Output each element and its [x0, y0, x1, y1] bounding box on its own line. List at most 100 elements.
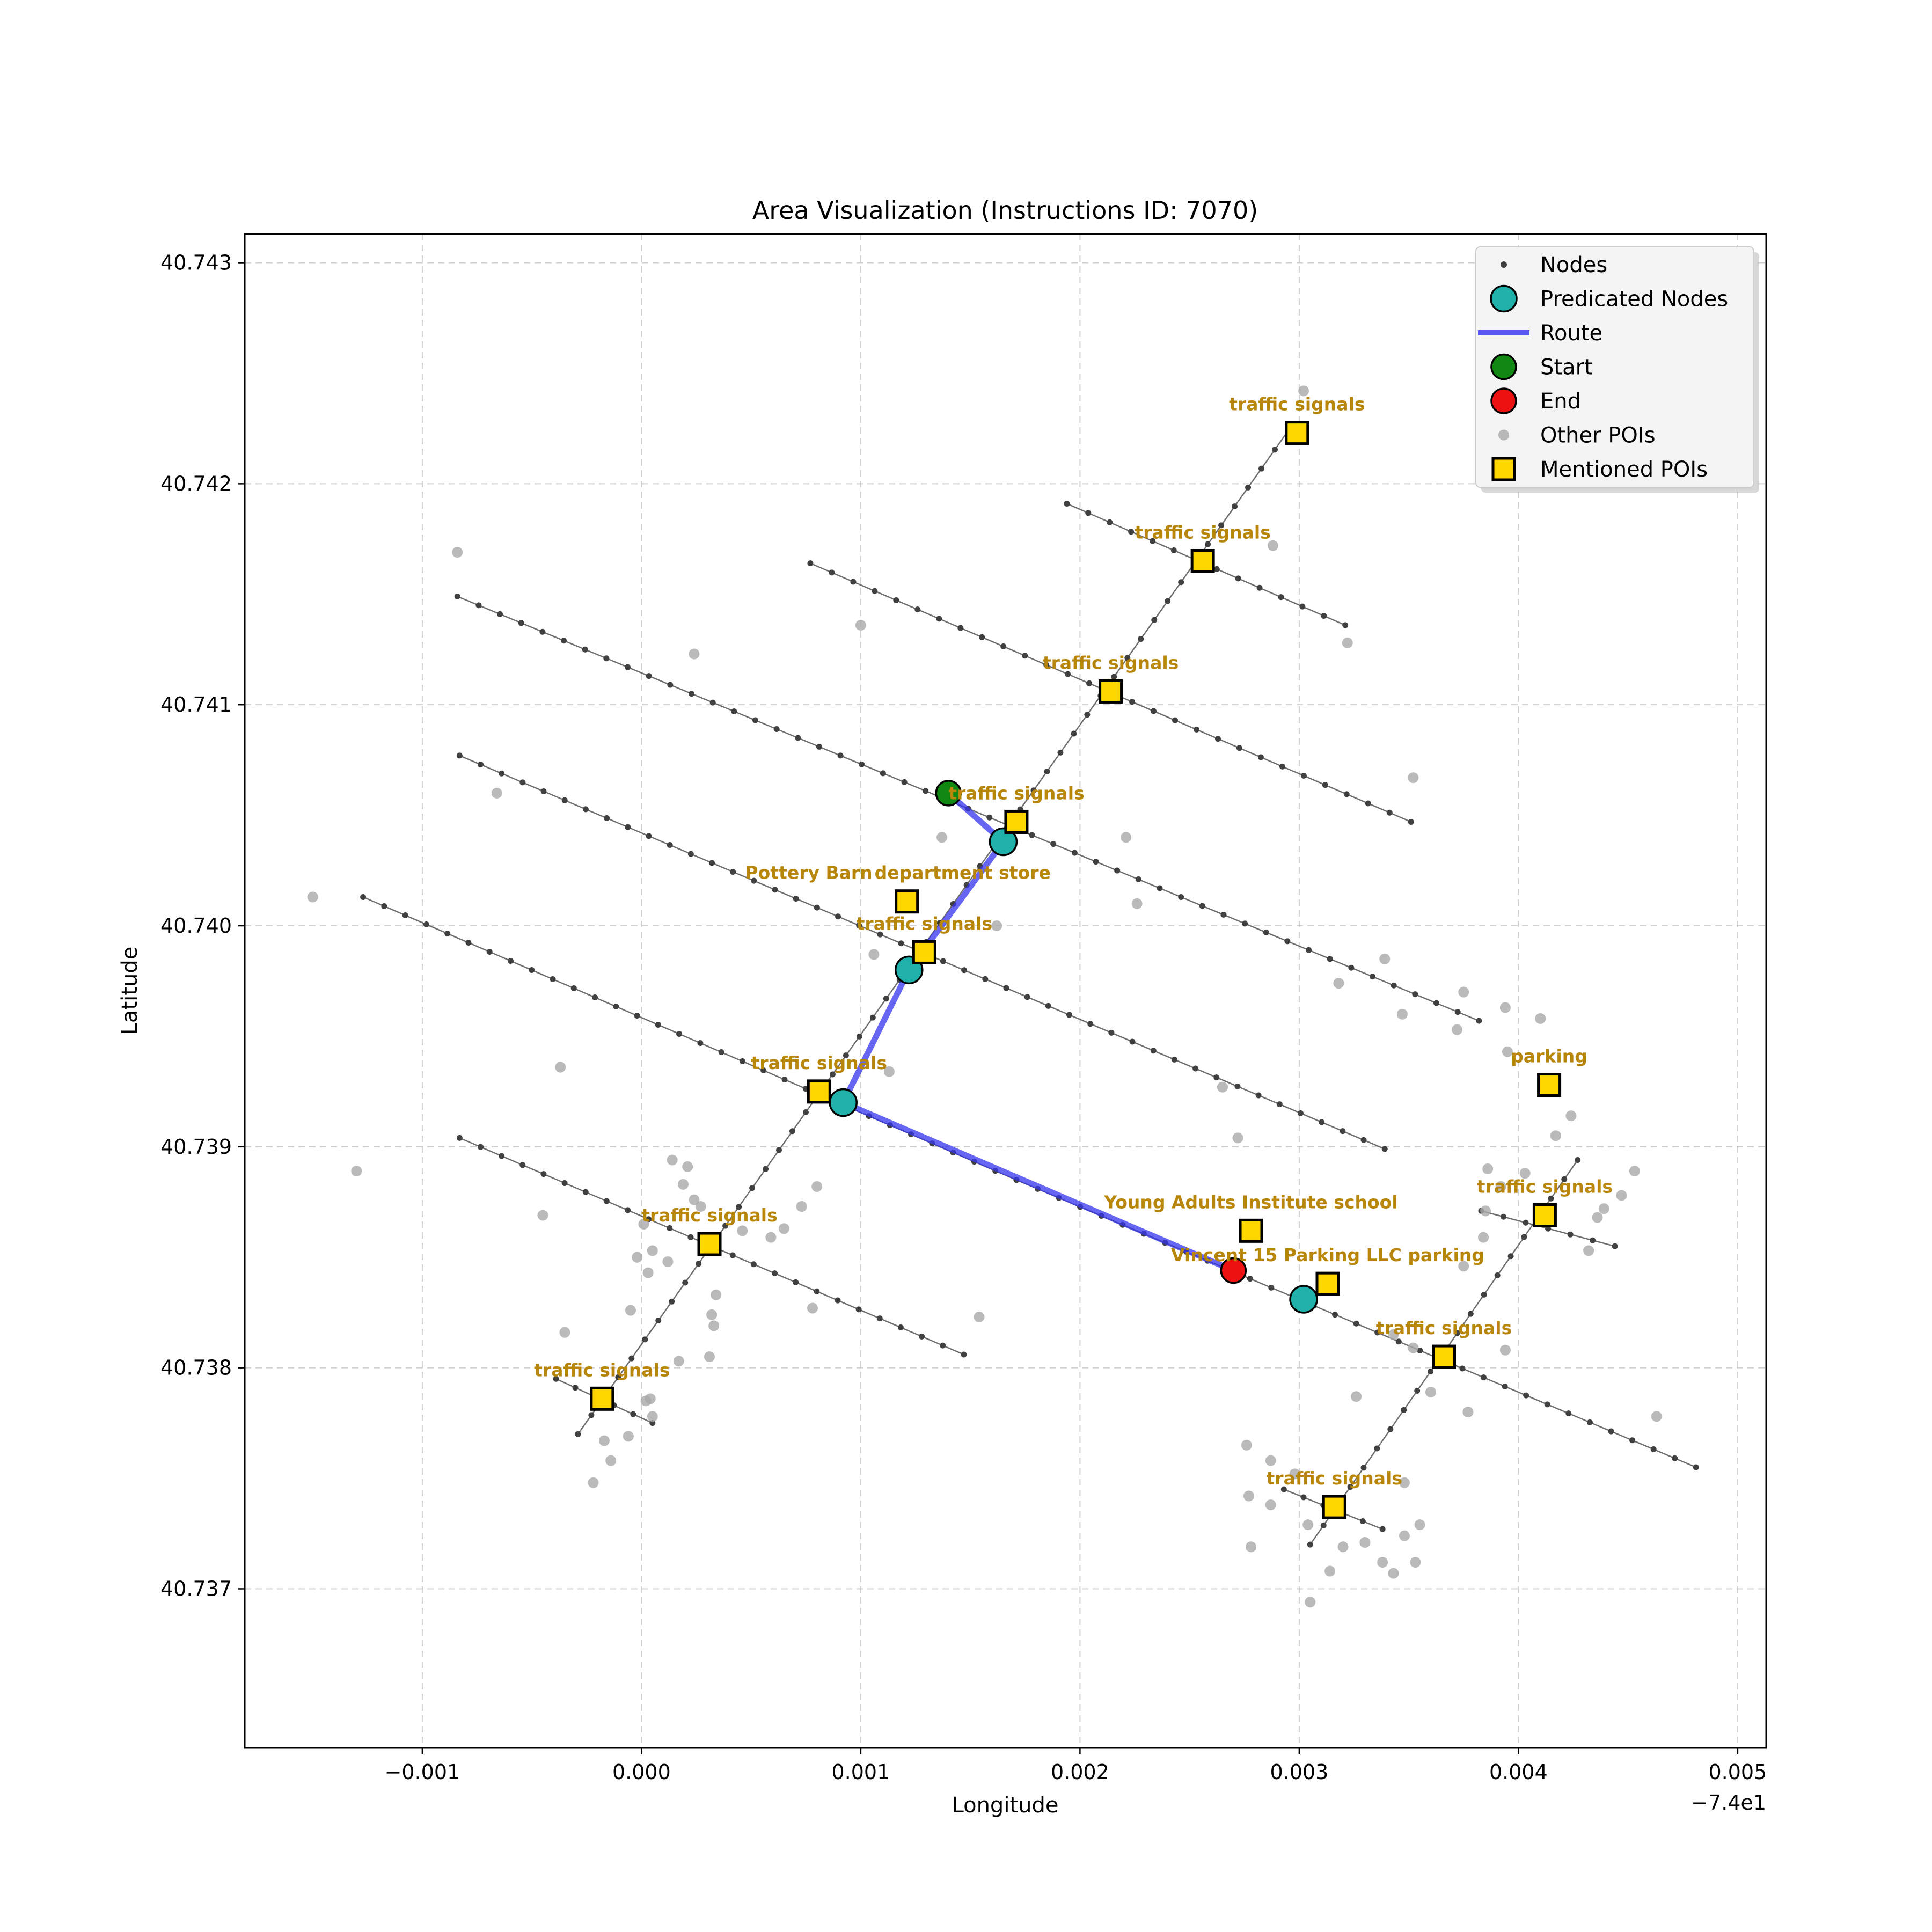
street-node	[1502, 1383, 1508, 1389]
street-node	[667, 842, 673, 848]
other-poi-marker	[1408, 1342, 1419, 1353]
other-poi-marker	[673, 1356, 684, 1367]
street-node	[795, 735, 801, 741]
street-node	[1481, 1374, 1487, 1381]
other-poi-marker	[1565, 1110, 1577, 1122]
mentioned-poi-marker	[1315, 1271, 1340, 1296]
other-poi-marker	[1333, 978, 1344, 989]
mentioned-poi-marker	[1239, 1218, 1263, 1243]
other-poi-marker	[559, 1327, 570, 1338]
other-poi-marker	[689, 1194, 700, 1205]
street-node	[940, 1342, 946, 1349]
street-node	[1612, 1243, 1618, 1249]
other-poi-marker	[1425, 1386, 1436, 1397]
street-node	[1050, 841, 1057, 847]
street-node	[697, 1040, 704, 1046]
mentioned-poi-marker	[590, 1386, 614, 1411]
other-poi-marker	[452, 547, 463, 558]
street-node	[1165, 598, 1171, 604]
other-poi-marker	[1499, 1002, 1511, 1013]
legend-label-other: Other POIs	[1540, 423, 1656, 448]
x-axis-offset-label: −7.4e1	[1691, 1791, 1766, 1814]
other-poi-marker	[1388, 1568, 1399, 1579]
street-node	[1494, 1272, 1501, 1279]
street-node	[1340, 1128, 1346, 1135]
street-node	[876, 1315, 883, 1322]
other-poi-marker	[706, 1309, 718, 1320]
street-node	[1171, 1056, 1177, 1063]
street-node	[497, 611, 503, 617]
y-tick-label: 40.737	[160, 1577, 232, 1600]
street-node	[829, 1071, 836, 1078]
y-tick-label: 40.740	[160, 914, 232, 938]
street-node	[1379, 1526, 1386, 1532]
street-node	[1234, 1083, 1241, 1089]
street-node	[816, 743, 822, 750]
street-node	[1256, 584, 1263, 591]
other-poi-marker	[1519, 1168, 1531, 1179]
street-node	[1151, 708, 1157, 714]
other-poi-marker	[1359, 1537, 1371, 1548]
other-poi-marker	[1408, 772, 1419, 784]
other-poi-marker	[855, 619, 866, 631]
street-node	[1672, 1455, 1678, 1461]
street-node	[1327, 956, 1333, 962]
other-poi-marker	[1629, 1166, 1640, 1177]
other-poi-marker	[1324, 1565, 1336, 1577]
street-node	[814, 1288, 820, 1294]
legend-marker-other	[1498, 429, 1509, 441]
street-node	[856, 922, 862, 928]
legend-label-mentioned: Mentioned POIs	[1540, 457, 1708, 482]
street-node	[751, 877, 757, 884]
street-node	[835, 913, 841, 920]
street-node	[730, 868, 736, 875]
street-node	[1199, 903, 1205, 909]
mentioned-poi-label: department store	[875, 862, 1051, 883]
street-node	[456, 1135, 463, 1141]
street-node	[869, 1014, 876, 1021]
mentioned-poi-marker	[807, 1079, 831, 1104]
street-node	[1360, 1465, 1367, 1471]
mentioned-poi-label: traffic signals	[1135, 522, 1270, 543]
mentioned-poi-label: Young Adults Institute school	[1103, 1191, 1397, 1212]
street-node	[923, 788, 929, 794]
street-node	[957, 625, 964, 631]
other-poi-marker	[1246, 1541, 1257, 1553]
street-node	[1220, 911, 1227, 918]
mentioned-poi-marker	[1190, 549, 1215, 574]
other-poi-marker	[1265, 1455, 1276, 1466]
other-poi-marker	[632, 1252, 643, 1263]
other-poi-marker	[647, 1245, 658, 1256]
street-node	[709, 699, 716, 706]
other-poi-marker	[1396, 1008, 1408, 1020]
street-node	[1213, 566, 1220, 572]
y-tick-label: 40.742	[160, 472, 232, 495]
street-node	[1507, 1253, 1514, 1260]
other-poi-marker	[778, 1223, 789, 1234]
other-poi-marker	[1399, 1530, 1410, 1541]
street-node	[1084, 712, 1091, 718]
other-poi-marker	[662, 1256, 674, 1267]
street-node	[540, 788, 547, 795]
street-node	[1151, 617, 1158, 623]
street-node	[444, 930, 451, 936]
y-tick-label: 40.739	[160, 1135, 232, 1159]
street-node	[1629, 1437, 1636, 1444]
street-node	[708, 860, 715, 866]
other-poi-marker	[1243, 1490, 1254, 1502]
street-node	[1374, 1445, 1380, 1452]
street-node	[669, 1298, 675, 1305]
street-node	[667, 682, 674, 688]
y-axis-label: Latitude	[118, 947, 142, 1035]
street-node	[1135, 876, 1141, 883]
other-poi-marker	[1302, 1519, 1314, 1531]
street-node	[814, 904, 820, 911]
street-node	[750, 1261, 757, 1268]
legend-marker-mentioned	[1491, 457, 1516, 481]
street-node	[402, 912, 408, 918]
other-poi-marker	[537, 1210, 548, 1221]
mentioned-poi-label: parking	[1511, 1046, 1587, 1067]
x-tick-label: 0.003	[1270, 1760, 1328, 1784]
other-poi-marker	[1410, 1557, 1421, 1568]
street-node	[478, 762, 484, 768]
